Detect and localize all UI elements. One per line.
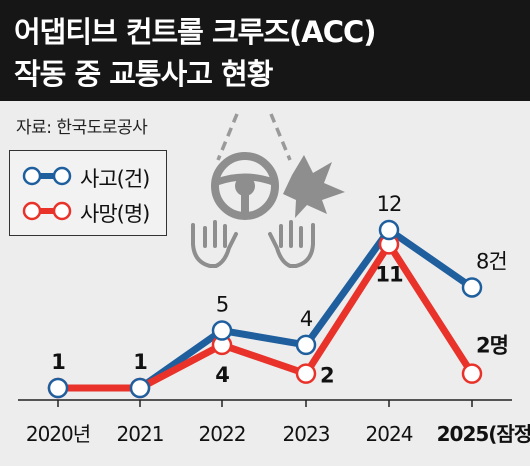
x-tick-label: 2025(잠정): [437, 422, 530, 446]
x-tick-label: 2021: [117, 422, 164, 446]
data-point-accidents: [461, 277, 483, 298]
title-line-1: 어댑티브 컨트롤 크루즈(ACC): [14, 15, 377, 49]
data-label: 4: [300, 307, 313, 331]
data-point-accidents: [378, 219, 400, 241]
data-label: 1: [133, 350, 147, 374]
data-label: 5: [216, 293, 228, 317]
legend-item-deaths: 사망(명): [20, 196, 150, 226]
data-label: 12: [377, 192, 402, 216]
series-line-accidents: [58, 226, 474, 392]
data-label: 1: [51, 350, 65, 374]
data-label: 4: [215, 363, 229, 387]
data-point-deaths: [461, 363, 483, 384]
legend-swatch-deaths: [22, 201, 72, 221]
legend-item-accidents: 사고(건): [20, 161, 150, 191]
header: 어댑티브 컨트롤 크루즈(ACC) 작동 중 교통사고 현황: [0, 0, 530, 101]
x-tick-label: 2023: [283, 422, 330, 446]
data-label: 11: [375, 262, 403, 286]
data-point-accidents: [47, 377, 69, 399]
title-line-2: 작동 중 교통사고 현황: [14, 57, 273, 91]
data-label: 8건: [476, 249, 507, 273]
legend-label-deaths: 사망(명): [80, 202, 150, 226]
x-tick-label: 2020년: [26, 422, 90, 446]
x-tick-label: 2022: [199, 422, 246, 446]
source-note: 자료: 한국도로공사: [16, 118, 148, 138]
x-tick-label: 2024: [366, 422, 413, 446]
data-point-accidents: [295, 334, 317, 356]
data-point-accidents: [129, 377, 151, 399]
data-label: 2명: [476, 334, 508, 358]
legend: 사고(건) 사망(명): [9, 150, 167, 236]
data-point-deaths: [295, 363, 317, 384]
data-label: 2: [320, 364, 334, 388]
data-point-accidents: [211, 320, 233, 341]
series-line-deaths: [58, 240, 475, 392]
legend-swatch-accidents: [22, 166, 72, 186]
legend-label-accidents: 사고(건): [80, 167, 150, 191]
